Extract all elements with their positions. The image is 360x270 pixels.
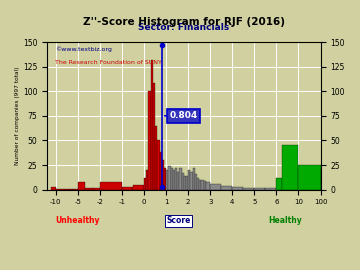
Text: The Research Foundation of SUNY: The Research Foundation of SUNY (55, 60, 162, 65)
Bar (65, 189, 69, 190)
Bar (51, 187, 56, 190)
Bar (265, 188, 276, 190)
Bar (157, 140, 159, 190)
Bar (173, 170, 175, 190)
Bar (195, 174, 197, 190)
Bar (181, 173, 184, 190)
Bar (199, 180, 201, 190)
Bar (133, 185, 144, 190)
Bar (148, 91, 151, 190)
Text: Score: Score (166, 216, 190, 225)
Bar (78, 182, 85, 190)
Bar (206, 182, 210, 190)
Bar (171, 168, 173, 190)
Y-axis label: Number of companies (997 total): Number of companies (997 total) (15, 67, 20, 165)
Bar (93, 188, 100, 190)
Bar (188, 170, 190, 190)
Bar (122, 187, 133, 190)
Text: Healthy: Healthy (268, 216, 302, 225)
Title: Z''-Score Histogram for RJF (2016): Z''-Score Histogram for RJF (2016) (83, 17, 285, 27)
Bar (175, 168, 177, 190)
Bar (56, 189, 60, 190)
Bar (164, 168, 166, 190)
Bar (151, 60, 153, 190)
Bar (186, 176, 188, 190)
Bar (85, 188, 93, 190)
Bar (190, 172, 193, 190)
Text: 0.804: 0.804 (170, 111, 198, 120)
Bar (193, 168, 195, 190)
Bar (159, 152, 162, 190)
Bar (184, 176, 186, 190)
Bar (298, 165, 320, 190)
Bar (197, 178, 199, 190)
Bar (201, 180, 204, 190)
Bar (204, 181, 206, 190)
Bar (100, 182, 122, 190)
Text: Sector: Financials: Sector: Financials (138, 23, 230, 32)
Bar (276, 178, 282, 190)
Bar (146, 170, 148, 190)
Bar (179, 168, 181, 190)
Text: ©www.textbiz.org: ©www.textbiz.org (55, 46, 112, 52)
Bar (162, 160, 164, 190)
Bar (60, 189, 65, 190)
Bar (177, 172, 179, 190)
Bar (155, 126, 157, 190)
Bar (144, 178, 146, 190)
Bar (69, 189, 73, 190)
Text: Unhealthy: Unhealthy (55, 216, 100, 225)
Bar (168, 166, 171, 190)
Bar (153, 83, 155, 190)
Bar (255, 188, 265, 190)
Bar (243, 188, 255, 190)
Bar (210, 184, 221, 190)
Bar (166, 170, 168, 190)
Bar (232, 187, 243, 190)
Bar (221, 186, 232, 190)
Bar (73, 189, 78, 190)
Bar (282, 145, 298, 190)
